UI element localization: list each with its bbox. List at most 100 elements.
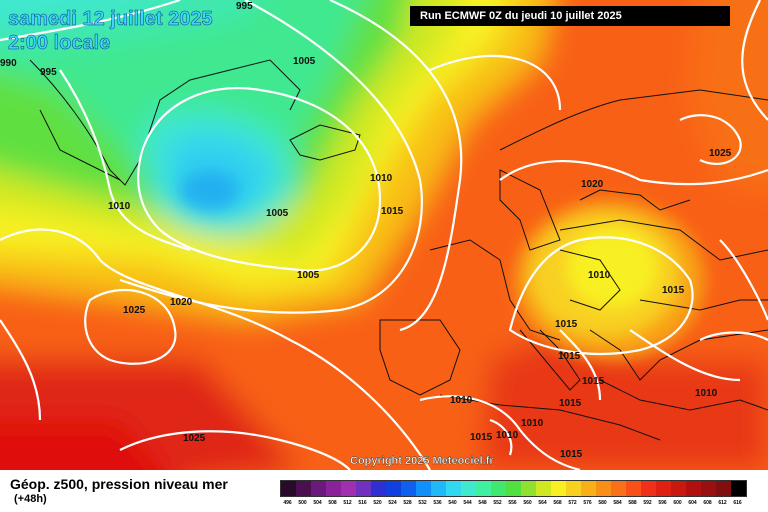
color-scale-label: 552 (493, 500, 502, 506)
color-scale-label: 496 (283, 500, 292, 506)
color-scale-swatch (401, 481, 416, 496)
color-scale-swatch (371, 481, 386, 496)
isobar-label: 1020 (581, 179, 604, 190)
isobar-label: 1015 (559, 398, 582, 409)
isobar-label: 1015 (470, 432, 493, 443)
isobar-label: 1010 (521, 418, 544, 429)
color-scale-swatch (611, 481, 626, 496)
isobar-label: 1010 (370, 173, 393, 184)
isobar-label: 1010 (108, 201, 131, 212)
isobar-label: 1005 (297, 270, 320, 281)
color-scale-swatch (536, 481, 551, 496)
color-scale-label: 576 (583, 500, 592, 506)
color-scale-swatch (581, 481, 596, 496)
color-scale-label: 596 (658, 500, 667, 506)
legend-title: Géop. z500, pression niveau mer (10, 476, 228, 492)
color-scale-label: 560 (523, 500, 532, 506)
color-scale-label: 544 (463, 500, 472, 506)
color-scale-label: 584 (613, 500, 622, 506)
color-scale-label: 512 (343, 500, 352, 506)
color-scale-swatch (641, 481, 656, 496)
color-scale-swatch (476, 481, 491, 496)
color-scale-swatch (326, 481, 341, 496)
isobars (0, 0, 768, 470)
color-scale-swatch (356, 481, 371, 496)
color-scale-swatch (341, 481, 356, 496)
model-run-label: Run ECMWF 0Z du jeudi 10 juillet 2025 (410, 6, 730, 26)
color-scale-swatch (461, 481, 476, 496)
color-scale-label: 592 (643, 500, 652, 506)
color-scale-label: 564 (538, 500, 547, 506)
isobar-label: 1015 (560, 449, 583, 460)
color-scale-swatch (296, 481, 311, 496)
color-scale-swatch (671, 481, 686, 496)
color-scale-label: 612 (718, 500, 727, 506)
color-scale-swatch (521, 481, 536, 496)
color-scale-swatch (311, 481, 326, 496)
color-scale-label: 500 (298, 500, 307, 506)
color-scale-label: 548 (478, 500, 487, 506)
color-scale-label: 516 (358, 500, 367, 506)
color-scale-label: 608 (703, 500, 712, 506)
color-scale-swatch (716, 481, 731, 496)
isobar-label: 1025 (123, 305, 146, 316)
color-scale-swatch (701, 481, 716, 496)
color-scale (280, 480, 747, 497)
color-scale-label: 504 (313, 500, 322, 506)
isobar-label: 1005 (293, 56, 316, 67)
isobar-label: 1005 (266, 208, 289, 219)
isobar-label: 1015 (381, 206, 404, 217)
color-scale-swatch (506, 481, 521, 496)
geopotential-field (0, 0, 768, 470)
color-scale-swatch (416, 481, 431, 496)
color-scale-swatch (551, 481, 566, 496)
color-scale-swatch (566, 481, 581, 496)
color-scale-swatch (731, 481, 746, 496)
isobar-label: 1010 (496, 430, 519, 441)
isobar-label: 1020 (170, 297, 193, 308)
color-scale-label: 536 (433, 500, 442, 506)
isobar-label: 1015 (558, 351, 581, 362)
color-scale-label: 572 (568, 500, 577, 506)
isobar-label: 1015 (662, 285, 685, 296)
color-scale-swatch (656, 481, 671, 496)
color-scale-label: 616 (733, 500, 742, 506)
color-scale-label: 508 (328, 500, 337, 506)
isobar-label: 1010 (450, 395, 473, 406)
isobar-label: 1010 (588, 270, 611, 281)
isobar-label: 990 (0, 58, 17, 69)
color-scale-swatch (446, 481, 461, 496)
isobar-label: 1010 (695, 388, 718, 399)
color-scale-label: 568 (553, 500, 562, 506)
color-scale-label: 604 (688, 500, 697, 506)
color-scale-label: 600 (673, 500, 682, 506)
isobar-label: 1015 (555, 319, 578, 330)
color-scale-swatch (686, 481, 701, 496)
color-scale-label: 524 (388, 500, 397, 506)
color-scale-swatch (386, 481, 401, 496)
isobar-label: 1015 (582, 376, 605, 387)
isobar-label: 1025 (183, 433, 206, 444)
color-scale-swatch (596, 481, 611, 496)
legend-forecast-hour: (+48h) (14, 493, 47, 505)
isobar-label: 1025 (709, 148, 732, 159)
isobar-label: 995 (40, 67, 57, 78)
copyright-notice: Copyright 2025 Meteociel.fr (350, 455, 494, 467)
color-scale-label: 540 (448, 500, 457, 506)
color-scale-labels: 496 500 504 508 512 516 520 524 528 532 536 540 544 5… (280, 500, 745, 506)
forecast-date: samedi 12 juillet 2025 (8, 8, 213, 31)
color-scale-swatch (491, 481, 506, 496)
color-scale-swatch (626, 481, 641, 496)
color-scale-label: 528 (403, 500, 412, 506)
color-scale-swatch (431, 481, 446, 496)
isobar-label: 995 (236, 1, 253, 12)
color-scale-label: 520 (373, 500, 382, 506)
color-scale-label: 588 (628, 500, 637, 506)
color-scale-label: 580 (598, 500, 607, 506)
color-scale-label: 556 (508, 500, 517, 506)
forecast-time: 2:00 locale (8, 32, 111, 55)
color-scale-label: 532 (418, 500, 427, 506)
geopotential-map: 995 990 995 1005 1010 1005 1010 1015 100… (0, 0, 768, 470)
isobar-labels: 995 990 995 1005 1010 1005 1010 1015 100… (0, 1, 732, 460)
